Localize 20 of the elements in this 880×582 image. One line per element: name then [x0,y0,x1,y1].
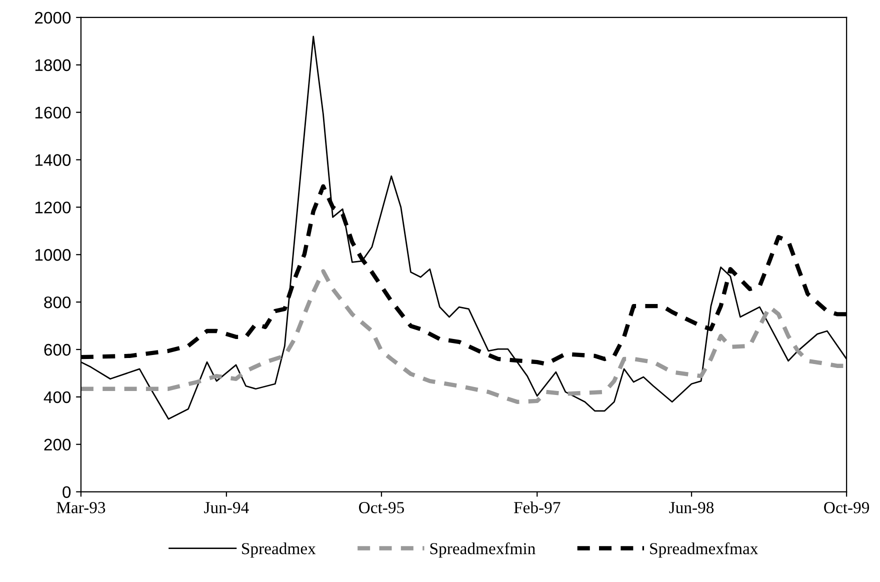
y-tick-label: 1400 [35,154,71,166]
y-tick-label: 800 [44,296,71,308]
y-tick-label: 1600 [35,106,71,119]
y-tick-label: 1200 [35,202,71,214]
y-tick-label: 2000 [35,12,71,24]
x-tick-label: Jun-94 [204,502,249,514]
y-tick-label: 600 [44,344,71,356]
x-tick-label: Mar-93 [56,502,106,514]
legend-label: Spreadmex [242,542,316,558]
x-tick-label: Jun-98 [669,502,714,514]
x-tick-label: Oct-99 [824,502,870,514]
legend-label: Spreadmexfmin [430,542,536,558]
x-tick-label: Oct-95 [359,502,404,514]
legend-label: Spreadmexfmax [650,542,758,558]
y-tick-label: 0 [62,486,71,498]
y-tick-label: 1800 [35,59,71,72]
y-tick-label: 400 [44,391,71,404]
y-tick-label: 200 [44,438,71,451]
y-tick-label: 1000 [35,249,71,261]
x-tick-label: Feb-97 [514,502,560,514]
